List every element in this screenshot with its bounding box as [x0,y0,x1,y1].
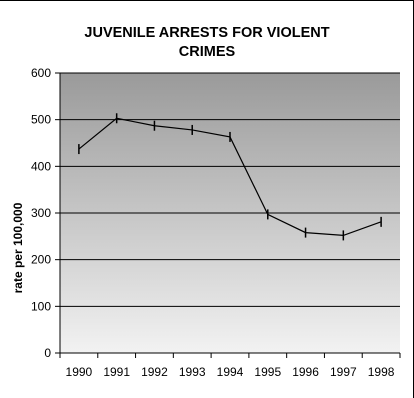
x-tick-label-1994: 1994 [217,365,244,379]
y-tick-label-400: 400 [31,159,51,173]
x-tick-labels: 1990 1991 1992 1993 1994 1995 1996 1997 1998 [59,353,401,379]
chart-title-line-2: CRIMES [178,44,236,60]
y-tick-label-100: 100 [31,299,51,313]
y-tick-label-300: 300 [31,206,51,220]
y-tick-label-500: 500 [31,113,51,127]
series-group [78,113,382,241]
y-tick-label-600: 600 [31,66,51,80]
x-tick-label-1997: 1997 [330,365,357,379]
chart-title-line-1: JUVENILE ARRESTS FOR VIOLENT [84,25,330,41]
x-tick-label-1992: 1992 [141,365,168,379]
x-tick-label-1991: 1991 [103,365,130,379]
x-tick-label-1996: 1996 [292,365,319,379]
y-tick-labels: 0 100 200 300 400 500 600 [31,66,60,360]
frame-top-border [0,0,414,1]
x-tick-label-1998: 1998 [368,365,395,379]
y-tick-label-200: 200 [31,253,51,267]
x-tick-label-1993: 1993 [179,365,206,379]
x-tick-label-1995: 1995 [254,365,281,379]
x-tick-label-1990: 1990 [66,365,93,379]
y-tick-label-0: 0 [44,346,51,360]
